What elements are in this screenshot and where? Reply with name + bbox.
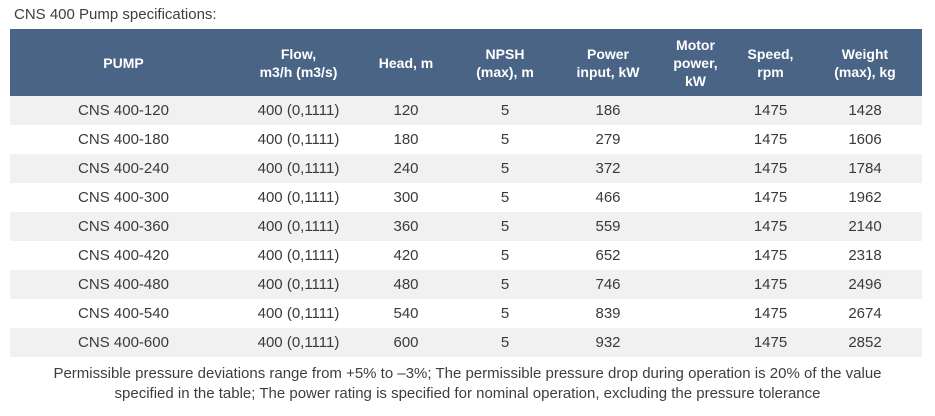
cell-pump: CNS 400-300	[78, 189, 169, 206]
cell-flow: 400 (0,1111)	[257, 218, 340, 235]
cell-flow: 400 (0,1111)	[257, 247, 340, 264]
cell-flow: 400 (0,1111)	[257, 276, 340, 293]
table-row: CNS 400-120 400 (0,1111) 120 5 186 1475 …	[10, 96, 922, 125]
cell-weight: 1962	[848, 189, 882, 206]
cell-motor-power	[658, 328, 733, 357]
cell-speed: 1475	[753, 276, 788, 293]
cell-npsh: 5	[500, 102, 510, 119]
cell-motor-power	[658, 125, 733, 154]
cell-head: 180	[393, 131, 419, 148]
cell-flow: 400 (0,1111)	[257, 160, 340, 177]
table-caption: CNS 400 Pump specifications:	[14, 6, 217, 23]
cell-speed: 1475	[753, 160, 788, 177]
cell-npsh: 5	[500, 276, 510, 293]
cell-pump: CNS 400-600	[78, 334, 169, 351]
cell-pump: CNS 400-120	[78, 102, 169, 119]
cell-head: 420	[393, 247, 419, 264]
cell-weight: 1428	[848, 102, 882, 119]
col-header-speed: Speed, rpm	[733, 29, 808, 96]
table-row: CNS 400-600 400 (0,1111) 600 5 932 1475 …	[10, 328, 922, 357]
cell-pump: CNS 400-240	[78, 160, 169, 177]
cell-npsh: 5	[500, 189, 510, 206]
cell-power-input: 372	[595, 160, 621, 177]
col-header-motor-power: Motor power, kW	[658, 29, 733, 96]
cell-flow: 400 (0,1111)	[257, 334, 340, 351]
cell-head: 120	[393, 102, 419, 119]
header-row: PUMP Flow, m3/h (m3/s) Head, m NPSH (max…	[10, 29, 922, 96]
col-header-head: Head, m	[360, 29, 452, 96]
cell-pump: CNS 400-540	[78, 305, 169, 322]
cell-weight: 2674	[848, 305, 882, 322]
cell-speed: 1475	[753, 131, 788, 148]
cell-motor-power	[658, 154, 733, 183]
cell-npsh: 5	[500, 218, 510, 235]
table-row: CNS 400-300 400 (0,1111) 300 5 466 1475 …	[10, 183, 922, 212]
cell-power-input: 746	[595, 276, 621, 293]
cell-speed: 1475	[753, 247, 788, 264]
cell-motor-power	[658, 299, 733, 328]
cell-npsh: 5	[500, 160, 510, 177]
cell-weight: 2318	[848, 247, 882, 264]
cell-npsh: 5	[500, 305, 510, 322]
cell-head: 540	[393, 305, 419, 322]
cell-npsh: 5	[500, 131, 510, 148]
cell-speed: 1475	[753, 102, 788, 119]
cell-flow: 400 (0,1111)	[257, 131, 340, 148]
cell-flow: 400 (0,1111)	[257, 102, 340, 119]
cell-speed: 1475	[753, 189, 788, 206]
table-row: CNS 400-360 400 (0,1111) 360 5 559 1475 …	[10, 212, 922, 241]
cell-head: 360	[393, 218, 419, 235]
cell-head: 240	[393, 160, 419, 177]
cell-motor-power	[658, 183, 733, 212]
cell-motor-power	[658, 270, 733, 299]
cell-weight: 2496	[848, 276, 882, 293]
cell-pump: CNS 400-420	[78, 247, 169, 264]
cell-power-input: 186	[595, 102, 621, 119]
cell-npsh: 5	[500, 247, 510, 264]
cell-flow: 400 (0,1111)	[257, 305, 340, 322]
footnote: Permissible pressure deviations range fr…	[53, 365, 882, 402]
cell-speed: 1475	[753, 305, 788, 322]
cell-head: 300	[393, 189, 419, 206]
col-header-power-input: Power input, kW	[558, 29, 658, 96]
col-header-pump: PUMP	[10, 29, 237, 96]
cell-weight: 1606	[848, 131, 882, 148]
cell-motor-power	[658, 241, 733, 270]
cell-power-input: 839	[595, 305, 621, 322]
table-row: CNS 400-480 400 (0,1111) 480 5 746 1475 …	[10, 270, 922, 299]
table-row: CNS 400-540 400 (0,1111) 540 5 839 1475 …	[10, 299, 922, 328]
col-header-flow: Flow, m3/h (m3/s)	[237, 29, 360, 96]
table-row: CNS 400-180 400 (0,1111) 180 5 279 1475 …	[10, 125, 922, 154]
cell-motor-power	[658, 212, 733, 241]
cell-pump: CNS 400-480	[78, 276, 169, 293]
cell-power-input: 279	[595, 131, 621, 148]
table-row: CNS 400-420 400 (0,1111) 420 5 652 1475 …	[10, 241, 922, 270]
cell-speed: 1475	[753, 334, 788, 351]
pump-spec-table: PUMP Flow, m3/h (m3/s) Head, m NPSH (max…	[10, 29, 922, 357]
cell-power-input: 559	[595, 218, 621, 235]
cell-weight: 2140	[848, 218, 882, 235]
cell-motor-power	[658, 96, 733, 125]
cell-flow: 400 (0,1111)	[257, 189, 340, 206]
cell-power-input: 652	[595, 247, 621, 264]
cell-npsh: 5	[500, 334, 510, 351]
cell-weight: 1784	[848, 160, 882, 177]
cell-power-input: 932	[595, 334, 621, 351]
cell-speed: 1475	[753, 218, 788, 235]
cell-head: 600	[393, 334, 419, 351]
col-header-weight: Weight (max), kg	[808, 29, 922, 96]
cell-head: 480	[393, 276, 419, 293]
cell-weight: 2852	[848, 334, 882, 351]
table-row: CNS 400-240 400 (0,1111) 240 5 372 1475 …	[10, 154, 922, 183]
cell-pump: CNS 400-180	[78, 131, 169, 148]
cell-power-input: 466	[595, 189, 621, 206]
col-header-npsh: NPSH (max), m	[452, 29, 558, 96]
cell-pump: CNS 400-360	[78, 218, 169, 235]
